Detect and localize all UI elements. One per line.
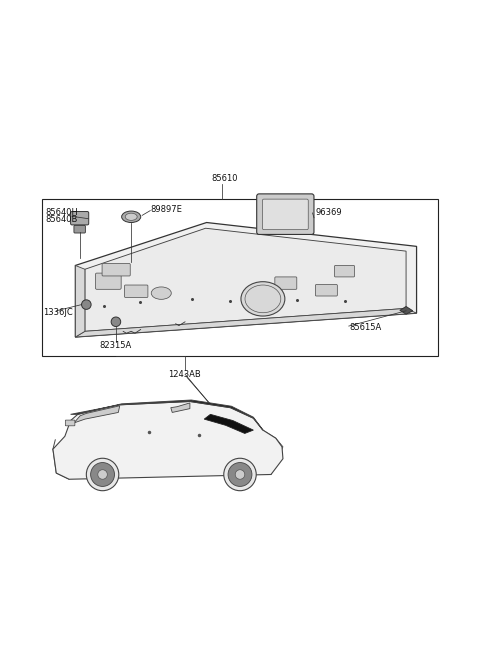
Polygon shape bbox=[75, 309, 417, 337]
Polygon shape bbox=[171, 403, 190, 413]
Circle shape bbox=[98, 470, 108, 479]
Polygon shape bbox=[71, 400, 263, 430]
Ellipse shape bbox=[125, 214, 137, 220]
FancyBboxPatch shape bbox=[315, 284, 337, 296]
Circle shape bbox=[82, 300, 91, 309]
FancyBboxPatch shape bbox=[263, 199, 308, 230]
Circle shape bbox=[111, 317, 120, 327]
Text: 82315A: 82315A bbox=[99, 341, 132, 350]
FancyBboxPatch shape bbox=[74, 225, 85, 233]
FancyBboxPatch shape bbox=[257, 194, 314, 234]
Text: 85615A: 85615A bbox=[350, 323, 382, 332]
Circle shape bbox=[228, 462, 252, 487]
Polygon shape bbox=[74, 405, 120, 423]
Bar bbox=[42, 198, 438, 356]
Polygon shape bbox=[204, 415, 253, 434]
Ellipse shape bbox=[241, 282, 285, 316]
Text: 96369: 96369 bbox=[315, 208, 342, 217]
Polygon shape bbox=[400, 307, 413, 314]
Polygon shape bbox=[75, 223, 417, 337]
Circle shape bbox=[91, 462, 115, 487]
FancyBboxPatch shape bbox=[275, 277, 297, 290]
Circle shape bbox=[235, 470, 245, 479]
Text: 1243AB: 1243AB bbox=[168, 370, 201, 379]
Text: 85610: 85610 bbox=[211, 174, 238, 183]
Text: 85640B: 85640B bbox=[45, 215, 78, 223]
Circle shape bbox=[86, 458, 119, 491]
Text: 85640H: 85640H bbox=[45, 208, 78, 217]
Circle shape bbox=[224, 458, 256, 491]
Polygon shape bbox=[75, 265, 85, 337]
FancyBboxPatch shape bbox=[71, 212, 89, 225]
Text: 89897E: 89897E bbox=[150, 204, 182, 214]
Polygon shape bbox=[53, 402, 283, 479]
Ellipse shape bbox=[151, 287, 171, 299]
FancyBboxPatch shape bbox=[65, 420, 75, 426]
FancyBboxPatch shape bbox=[102, 263, 130, 276]
FancyBboxPatch shape bbox=[335, 265, 355, 277]
FancyBboxPatch shape bbox=[124, 285, 148, 297]
Text: 1336JC: 1336JC bbox=[43, 308, 73, 317]
Polygon shape bbox=[85, 228, 406, 331]
Ellipse shape bbox=[121, 211, 141, 223]
FancyBboxPatch shape bbox=[96, 273, 121, 290]
